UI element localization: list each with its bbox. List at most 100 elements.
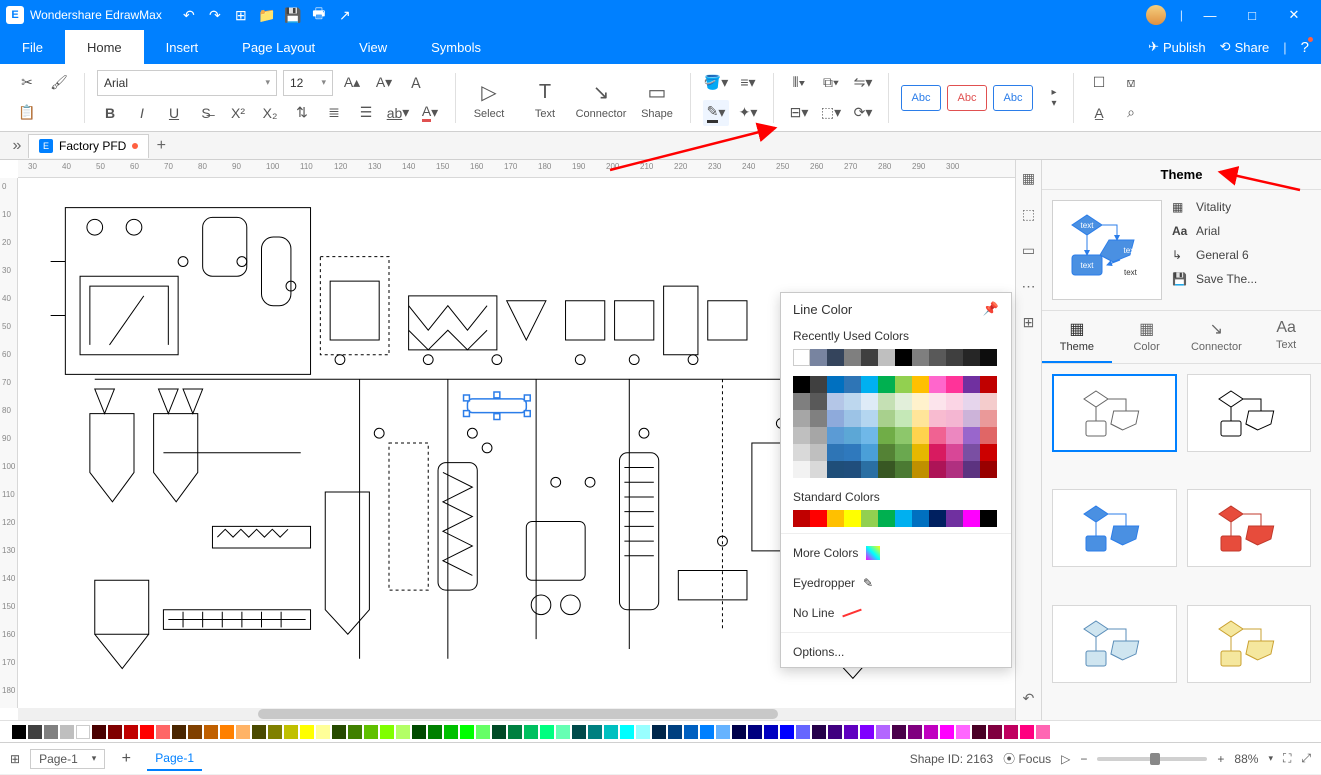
color-swatch[interactable] [827, 444, 844, 461]
color-swatch[interactable] [827, 410, 844, 427]
palette-swatch[interactable] [892, 725, 906, 739]
color-swatch[interactable] [878, 427, 895, 444]
group-icon[interactable]: ⧉▾ [818, 70, 844, 96]
palette-swatch[interactable] [316, 725, 330, 739]
menu-tab[interactable]: View [337, 30, 409, 64]
theme-save-option[interactable]: 💾Save The... [1172, 272, 1311, 286]
titlebar-action-icon[interactable]: 🖶 [306, 2, 332, 28]
align-icon[interactable]: ⫴▾ [786, 70, 812, 96]
layers-icon[interactable]: ☐ [1086, 70, 1112, 96]
color-swatch[interactable] [895, 444, 912, 461]
color-swatch[interactable] [946, 461, 963, 478]
palette-swatch[interactable] [140, 725, 154, 739]
color-swatch[interactable] [963, 444, 980, 461]
palette-swatch[interactable] [700, 725, 714, 739]
palette-swatch[interactable] [460, 725, 474, 739]
bullets-icon[interactable]: ≣ [321, 100, 347, 126]
window-close[interactable]: ✕ [1273, 0, 1315, 30]
color-swatch[interactable] [827, 510, 844, 527]
color-swatch[interactable] [912, 461, 929, 478]
outline-view-icon[interactable]: ⊞ [10, 752, 20, 766]
zoom-slider[interactable] [1097, 757, 1207, 761]
color-swatch[interactable] [878, 393, 895, 410]
fit-page-icon[interactable]: ⛶ [1283, 751, 1291, 766]
palette-swatch[interactable] [12, 725, 26, 739]
color-swatch[interactable] [827, 376, 844, 393]
theme-card[interactable] [1052, 374, 1177, 452]
color-swatch[interactable] [929, 461, 946, 478]
color-swatch[interactable] [929, 427, 946, 444]
more-colors-item[interactable]: More Colors [781, 538, 1011, 568]
color-swatch[interactable] [861, 461, 878, 478]
color-swatch[interactable] [810, 510, 827, 527]
palette-swatch[interactable] [108, 725, 122, 739]
color-swatch[interactable] [878, 461, 895, 478]
color-swatch[interactable] [912, 349, 929, 366]
bold-icon[interactable]: B [97, 100, 123, 126]
color-swatch[interactable] [929, 444, 946, 461]
color-swatch[interactable] [963, 427, 980, 444]
color-swatch[interactable] [946, 444, 963, 461]
color-swatch[interactable] [912, 410, 929, 427]
palette-swatch[interactable] [44, 725, 58, 739]
color-swatch[interactable] [980, 376, 997, 393]
strike-icon[interactable]: S̶ [193, 100, 219, 126]
add-tab-button[interactable]: + [149, 134, 173, 158]
color-swatch[interactable] [793, 393, 810, 410]
color-swatch[interactable] [810, 444, 827, 461]
palette-swatch[interactable] [748, 725, 762, 739]
theme-card[interactable] [1052, 605, 1177, 683]
distribute-icon[interactable]: ⊟▾ [786, 100, 812, 126]
palette-swatch[interactable] [668, 725, 682, 739]
find-icon[interactable]: ⌕ [1118, 100, 1144, 126]
palette-swatch[interactable] [876, 725, 890, 739]
numbering-icon[interactable]: ☰ [353, 100, 379, 126]
color-swatch[interactable] [963, 376, 980, 393]
palette-swatch[interactable] [652, 725, 666, 739]
crop-icon[interactable]: ⟏ [1118, 70, 1144, 96]
palette-swatch[interactable] [156, 725, 170, 739]
menu-tab[interactable]: Symbols [409, 30, 503, 64]
palette-swatch[interactable] [508, 725, 522, 739]
font-color-icon[interactable]: A▾ [417, 100, 443, 126]
text-tool[interactable]: TText [518, 76, 572, 120]
color-swatch[interactable] [810, 349, 827, 366]
color-swatch[interactable] [844, 427, 861, 444]
presentation-icon[interactable]: ▷ [1061, 752, 1070, 766]
color-swatch[interactable] [878, 510, 895, 527]
palette-swatch[interactable] [300, 725, 314, 739]
palette-swatch[interactable] [268, 725, 282, 739]
color-swatch[interactable] [946, 510, 963, 527]
zoom-out-icon[interactable]: − [1080, 752, 1087, 766]
strip-icon[interactable]: ⋯ [1019, 276, 1039, 296]
color-swatch[interactable] [861, 349, 878, 366]
palette-swatch[interactable] [76, 725, 90, 739]
titlebar-action-icon[interactable]: 💾 [280, 2, 306, 28]
titlebar-action-icon[interactable]: ↶ [176, 2, 202, 28]
theme-font-option[interactable]: AaArial [1172, 224, 1311, 238]
effects-icon[interactable]: ✦▾ [735, 100, 761, 126]
color-swatch[interactable] [810, 376, 827, 393]
palette-swatch[interactable] [348, 725, 362, 739]
palette-swatch[interactable] [764, 725, 778, 739]
palette-swatch[interactable] [124, 725, 138, 739]
theme-card[interactable] [1187, 489, 1312, 567]
color-swatch[interactable] [844, 461, 861, 478]
highlight-icon[interactable]: ab▾ [385, 100, 411, 126]
font-family-dropdown[interactable]: Arial▾ [97, 70, 277, 96]
color-swatch[interactable] [912, 427, 929, 444]
theme-card[interactable] [1052, 489, 1177, 567]
color-swatch[interactable] [793, 510, 810, 527]
titlebar-action-icon[interactable]: ↷ [202, 2, 228, 28]
color-swatch[interactable] [827, 427, 844, 444]
flip-icon[interactable]: ⇋▾ [850, 70, 876, 96]
theme-vitality-option[interactable]: ▦Vitality [1172, 200, 1311, 214]
fill-icon[interactable]: 🪣▾ [703, 70, 729, 96]
color-swatch[interactable] [844, 444, 861, 461]
subscript-icon[interactable]: X₂ [257, 100, 283, 126]
fullscreen-icon[interactable]: ⤢ [1301, 751, 1311, 766]
add-page-button[interactable]: + [115, 748, 137, 770]
strip-icon[interactable]: ▭ [1019, 240, 1039, 260]
color-swatch[interactable] [912, 510, 929, 527]
palette-swatch[interactable] [172, 725, 186, 739]
